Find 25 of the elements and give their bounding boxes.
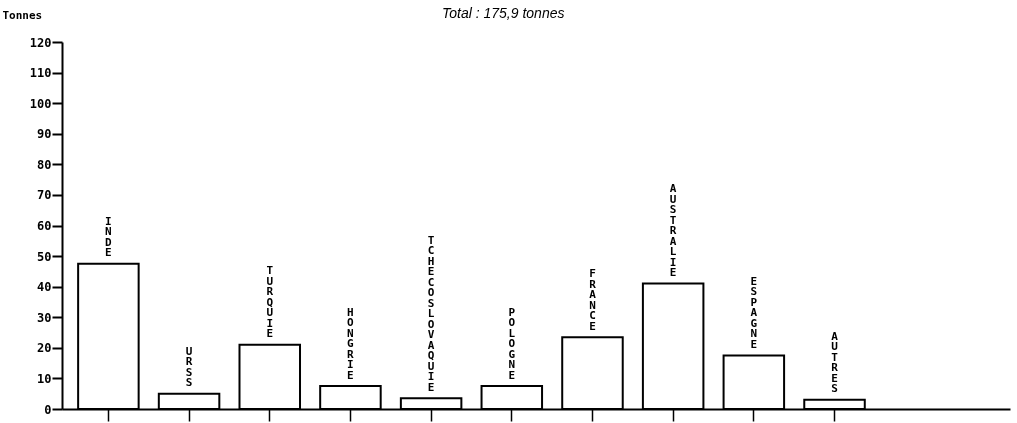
x-tick-label: POLOGNE (508, 305, 516, 382)
y-tick-label: 30 (37, 310, 52, 325)
chart-title: Total : 175,9 tonnes (442, 5, 565, 21)
x-tick-label: FRANCE (589, 267, 597, 333)
x-tick-label: AUTRES (831, 329, 839, 396)
x-tick-label: TURQUIE (266, 264, 274, 341)
x-tick-label: INDE (105, 214, 113, 260)
y-tick-label: 20 (37, 341, 52, 356)
x-tick-label: HONGRIE (347, 305, 355, 382)
y-tick-label: 0 (44, 402, 52, 417)
y-tick-label: 90 (37, 127, 52, 142)
x-tick-label: ESPAGNE (750, 274, 758, 351)
y-tick-label: 110 (29, 66, 52, 81)
y-tick-label: 120 (29, 35, 52, 50)
y-tick-label: 70 (37, 188, 52, 203)
y-tick-label: 50 (37, 249, 52, 264)
y-tick-label: 80 (37, 157, 52, 172)
category-label: AUSTRALIE (669, 182, 677, 280)
y-axis-title: Tonnes (2, 8, 43, 22)
y-tick-label: 100 (29, 96, 52, 111)
y-tick-label: 60 (37, 219, 52, 233)
category-label: TCHECOSLOVAQUIE (427, 233, 435, 394)
x-tick-label: URSS (185, 344, 193, 390)
y-tick-label: 40 (37, 280, 52, 295)
y-tick-label: 10 (37, 371, 52, 386)
